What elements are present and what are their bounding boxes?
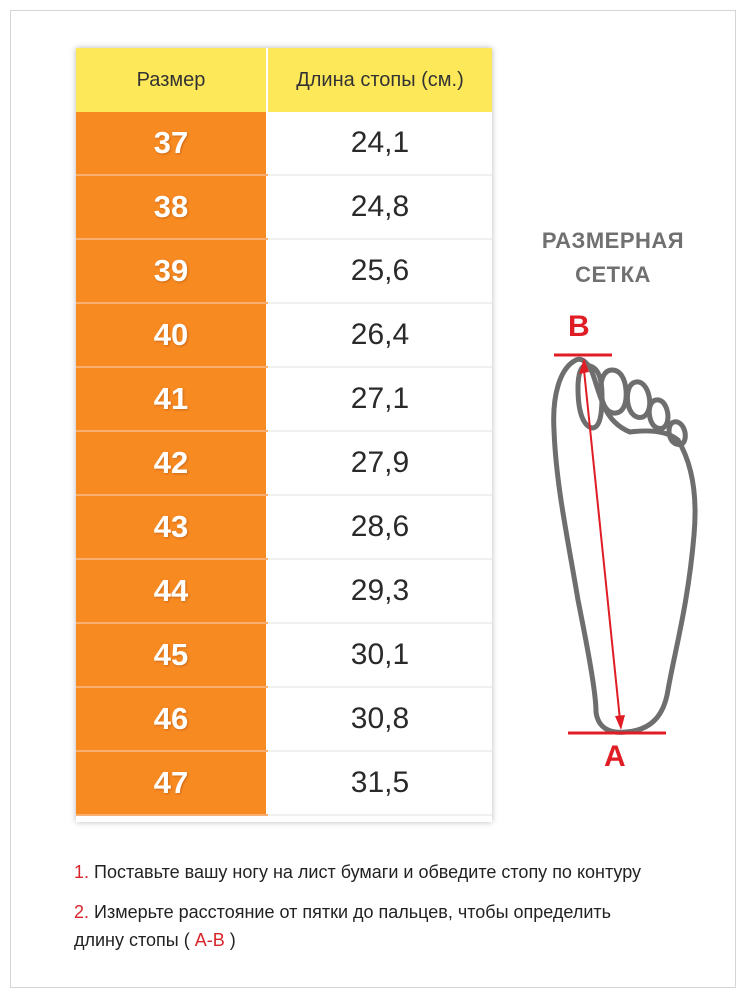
instruction-step-1: 1. Поставьте вашу ногу на лист бумаги и …: [74, 862, 641, 883]
table-row: 47 31,5: [76, 751, 492, 816]
length-cell: 24,8: [267, 175, 492, 240]
length-cell: 30,8: [267, 687, 492, 752]
table-row: 39 25,6: [76, 239, 492, 304]
table-header-row: Размер Длина стопы (см.): [76, 48, 492, 112]
length-cell: 28,6: [267, 495, 492, 560]
arrow-head-down: [615, 715, 625, 730]
table-row: 42 27,9: [76, 431, 492, 496]
table-row: 38 24,8: [76, 175, 492, 240]
header-size: Размер: [76, 48, 268, 112]
size-cell: 37: [76, 112, 268, 176]
size-cell: 43: [76, 495, 268, 560]
point-b-label: B: [568, 310, 590, 343]
size-cell: 45: [76, 623, 268, 688]
point-a-label: A: [604, 740, 626, 773]
size-cell: 41: [76, 367, 268, 432]
foot-outline-diagram: [551, 353, 698, 735]
chart-title-line1: РАЗМЕРНАЯ: [541, 228, 685, 253]
table-row: 43 28,6: [76, 495, 492, 560]
size-cell: 44: [76, 559, 268, 624]
size-cell: 46: [76, 687, 268, 752]
table-row: 41 27,1: [76, 367, 492, 432]
table-row: 45 30,1: [76, 623, 492, 688]
step-1-text: Поставьте вашу ногу на лист бумаги и обв…: [94, 862, 642, 882]
step-1-number: 1.: [74, 862, 90, 882]
toe-outline: [646, 397, 671, 431]
instruction-step-2-cont: длину стопы ( A-B ): [74, 930, 236, 951]
length-cell: 26,4: [267, 303, 492, 368]
length-cell: 30,1: [267, 623, 492, 688]
step-2-number: 2.: [74, 902, 90, 922]
toe-outline: [624, 379, 653, 420]
length-cell: 31,5: [267, 751, 492, 816]
step-2-text-line2-end: ): [229, 930, 236, 950]
length-cell: 25,6: [267, 239, 492, 304]
step-2-text-line2-start: длину стопы (: [74, 930, 190, 950]
measure-arrow-line: [583, 369, 621, 721]
size-cell: 39: [76, 239, 268, 304]
step-2-highlight: A-B: [194, 930, 225, 950]
size-cell: 38: [76, 175, 268, 240]
length-cell: 24,1: [267, 112, 492, 176]
table-row: 37 24,1: [76, 112, 492, 176]
table-row: 40 26,4: [76, 303, 492, 368]
chart-title-line2: СЕТКА: [575, 262, 651, 287]
size-cell: 47: [76, 751, 268, 816]
header-foot-length: Длина стопы (см.): [267, 48, 492, 112]
arrow-head-up: [579, 358, 589, 374]
table-row: 44 29,3: [76, 559, 492, 624]
instruction-step-2: 2. Измерьте расстояние от пятки до пальц…: [74, 902, 611, 923]
length-cell: 27,1: [267, 367, 492, 432]
length-cell: 27,9: [267, 431, 492, 496]
toe-outline: [666, 419, 688, 448]
foot-sole-outline: [551, 356, 698, 735]
size-cell: 42: [76, 431, 268, 496]
size-chart-table: Размер Длина стопы (см.) 37 24,1 38 24,8…: [76, 48, 492, 822]
table-row: 46 30,8: [76, 687, 492, 752]
size-cell: 40: [76, 303, 268, 368]
step-2-text-line1: Измерьте расстояние от пятки до пальцев,…: [94, 902, 611, 922]
toe-outline: [598, 367, 629, 416]
length-cell: 29,3: [267, 559, 492, 624]
